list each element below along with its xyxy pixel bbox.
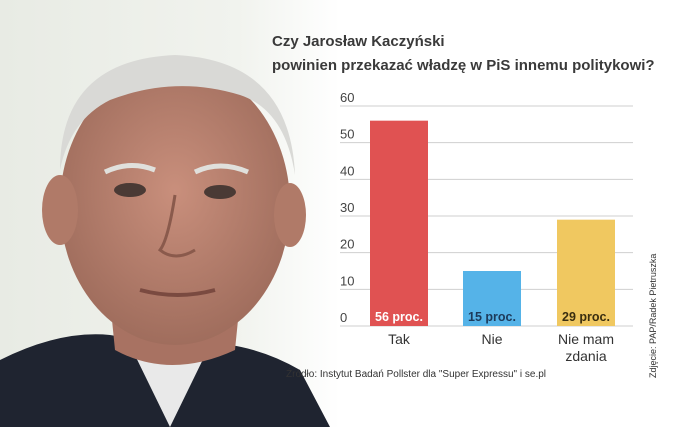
- y-tick-label: 20: [340, 237, 354, 252]
- source-note: Źródło: Instytut Badań Pollster dla "Sup…: [286, 369, 547, 380]
- x-tick-label: zdania: [565, 348, 606, 364]
- data-label: 29 proc.: [562, 310, 610, 324]
- y-tick-label: 40: [340, 163, 354, 178]
- y-tick-label: 10: [340, 273, 354, 288]
- y-tick-label: 0: [340, 310, 347, 325]
- portrait-photo: [0, 0, 340, 427]
- y-tick-label: 30: [340, 200, 354, 215]
- chart-title-line-2: powinien przekazać władzę w PiS innemu p…: [272, 57, 655, 74]
- bar: [370, 120, 428, 327]
- chart-title-line-1: Czy Jarosław Kaczyński: [272, 33, 445, 50]
- y-tick-label: 50: [340, 127, 354, 142]
- data-label: 15 proc.: [468, 310, 516, 324]
- x-tick-label: Nie mam: [558, 331, 614, 347]
- chart-title: Czy Jarosław Kaczyński powinien przekaza…: [272, 30, 692, 78]
- photo-credit: Zdjęcie: PAP/Radek Pietruszka: [648, 253, 658, 378]
- portrait-illustration: [0, 55, 330, 427]
- bar: [463, 271, 521, 326]
- y-tick-label: 60: [340, 90, 354, 105]
- x-tick-label: Tak: [388, 331, 411, 347]
- x-tick-label: Nie: [481, 331, 502, 347]
- bar: [557, 219, 615, 326]
- data-label: 56 proc.: [375, 310, 423, 324]
